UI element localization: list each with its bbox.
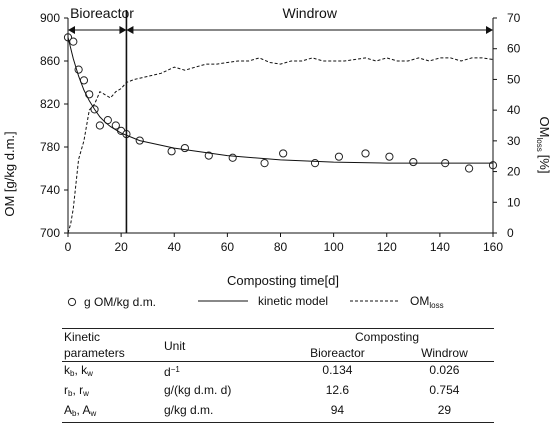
y2-axis-label: OMloss [%] bbox=[535, 117, 550, 174]
x-tick-label: 80 bbox=[274, 240, 288, 254]
unit-cell: g/(kg d.m. d) bbox=[164, 383, 232, 397]
y2-tick-label: 40 bbox=[507, 103, 521, 117]
unit-cell: g/kg d.m. bbox=[162, 402, 280, 423]
legend-label-observed: g OM/kg d.m. bbox=[84, 295, 156, 309]
x-tick-label: 120 bbox=[377, 240, 397, 254]
arrow-right-icon bbox=[486, 26, 493, 34]
y2-axis-label-main: OM bbox=[537, 117, 550, 138]
x-tick-label: 140 bbox=[430, 240, 450, 254]
header-param-1: Kinetic bbox=[62, 328, 162, 345]
data-point bbox=[85, 90, 94, 99]
y2-tick-label: 0 bbox=[507, 226, 514, 240]
bioreactor-value: 12.6 bbox=[325, 383, 350, 397]
kinetic-parameters-table: Kinetic Composting parameters Unit Biore… bbox=[62, 328, 494, 423]
y2-tick-label: 50 bbox=[507, 72, 521, 86]
arrow-right-icon bbox=[119, 26, 127, 34]
data-point bbox=[103, 116, 112, 125]
x-axis-label: Composting time[d] bbox=[227, 273, 339, 288]
data-point bbox=[385, 152, 394, 161]
x-tick-label: 40 bbox=[168, 240, 182, 254]
legend-label-model: kinetic model bbox=[258, 294, 328, 308]
y2-tick-label: 20 bbox=[507, 165, 521, 179]
arrow-left-icon bbox=[68, 26, 75, 34]
param-cell: Ab, Aw bbox=[62, 402, 162, 423]
table-header-row-2: parameters Unit Bioreactor Windrow bbox=[62, 338, 494, 362]
phase-label: Windrow bbox=[282, 5, 337, 21]
table-row: kb, kw d−1 0.134 0.026 bbox=[62, 362, 494, 383]
bioreactor-value: 94 bbox=[280, 402, 395, 423]
data-point bbox=[334, 152, 344, 161]
phase-label: Bioreactor bbox=[70, 5, 134, 21]
y2-axis-label-unit: [%] bbox=[537, 155, 550, 174]
legend-circle-marker bbox=[67, 297, 77, 307]
legend: g OM/kg d.m. kinetic model OMloss bbox=[67, 294, 444, 310]
x-tick-label: 20 bbox=[114, 240, 128, 254]
arrow-left-icon bbox=[126, 26, 134, 34]
header-windrow: Windrow bbox=[394, 345, 494, 362]
x-tick-label: 160 bbox=[483, 240, 503, 254]
table-row: Ab, Aw g/kg d.m. 94 29 bbox=[62, 402, 494, 423]
y-tick-label: 780 bbox=[40, 140, 60, 154]
y2-tick-label: 70 bbox=[507, 11, 521, 25]
windrow-value: 0.754 bbox=[429, 383, 460, 397]
y-tick-label: 860 bbox=[40, 54, 60, 68]
x-tick-label: 0 bbox=[65, 240, 72, 254]
param-cell: rb, rw bbox=[64, 383, 89, 398]
data-point bbox=[310, 159, 320, 168]
header-param-2: parameters bbox=[62, 345, 162, 362]
header-bioreactor: Bioreactor bbox=[280, 345, 395, 362]
windrow-value: 29 bbox=[394, 402, 494, 423]
data-point bbox=[111, 121, 120, 130]
table-row: rb, rw g/(kg d.m. d) 12.6 0.754 bbox=[62, 382, 494, 402]
param-cell: kb, kw bbox=[64, 363, 93, 378]
data-point bbox=[361, 149, 370, 158]
y-axis-label: OM [g/kg d.m.] bbox=[2, 131, 17, 216]
data-point bbox=[409, 157, 418, 167]
y2-tick-label: 60 bbox=[507, 42, 521, 56]
bioreactor-value: 0.134 bbox=[322, 363, 353, 377]
composting-chart: 0 20 40 60 80 100 120 140 160 700 740 780 820 860 900 0… bbox=[2, 5, 550, 310]
y-tick-label: 820 bbox=[40, 97, 60, 111]
y-tick-label: 700 bbox=[40, 226, 60, 240]
y2-tick-label: 30 bbox=[507, 134, 521, 148]
legend-label-omloss: OMloss bbox=[410, 294, 444, 310]
data-point bbox=[167, 147, 176, 156]
x-tick-label: 100 bbox=[324, 240, 344, 254]
y-tick-label: 900 bbox=[40, 11, 60, 25]
data-point bbox=[260, 159, 269, 168]
x-tick-label: 60 bbox=[221, 240, 235, 254]
header-composting: Composting bbox=[280, 328, 494, 345]
y2-tick-label: 10 bbox=[507, 195, 521, 209]
data-point bbox=[69, 37, 78, 46]
data-point bbox=[464, 164, 474, 173]
y2-axis-label-sub: loss bbox=[535, 137, 544, 151]
unit-cell: d−1 bbox=[164, 365, 180, 379]
data-point bbox=[204, 151, 213, 160]
data-point bbox=[95, 121, 104, 130]
y-tick-label: 740 bbox=[40, 183, 60, 197]
windrow-value: 0.026 bbox=[429, 363, 460, 377]
header-unit: Unit bbox=[162, 338, 280, 355]
data-point bbox=[180, 143, 189, 153]
omloss-line bbox=[67, 57, 494, 234]
data-point bbox=[279, 149, 288, 158]
kinetic-model-line bbox=[67, 37, 493, 164]
data-point bbox=[228, 153, 237, 162]
